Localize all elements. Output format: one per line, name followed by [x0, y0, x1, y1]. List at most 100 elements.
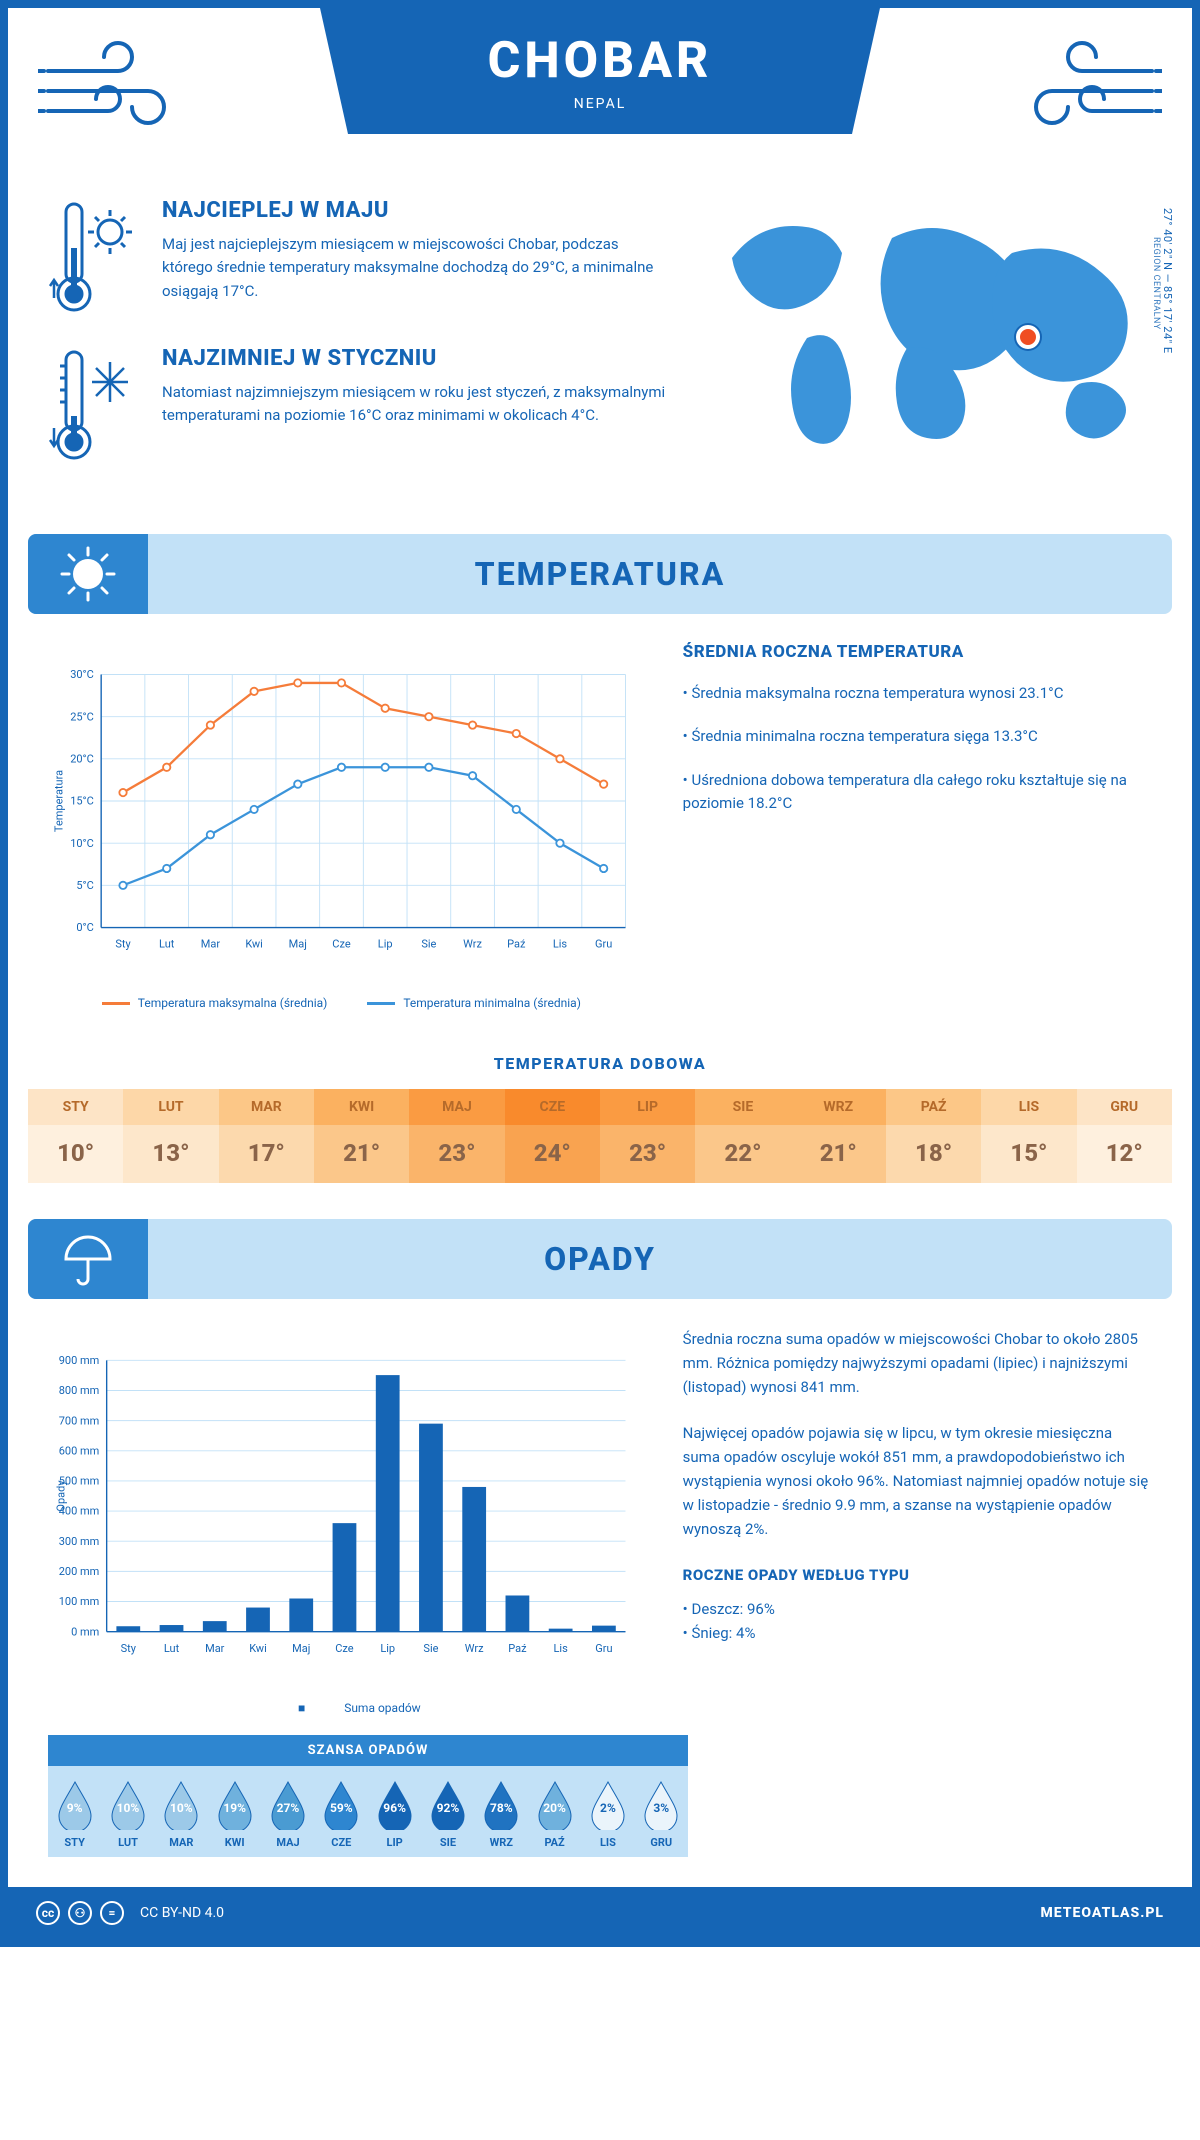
svg-text:700 mm: 700 mm [59, 1414, 100, 1427]
daily-cell: LIS 15° [981, 1089, 1076, 1183]
precip-summary-1: Średnia roczna suma opadów w miejscowośc… [683, 1327, 1152, 1399]
wind-icon [38, 36, 188, 146]
daily-cell: CZE 24° [505, 1089, 600, 1183]
section-temperature-header: TEMPERATURA [28, 534, 1172, 614]
svg-text:Opady: Opady [55, 1480, 68, 1512]
temperature-chart: 0°C5°C10°C15°C20°C25°C30°CStyLutMarKwiMa… [48, 642, 635, 1010]
svg-text:Lis: Lis [553, 938, 568, 951]
svg-text:30°C: 30°C [70, 668, 94, 681]
svg-text:Paź: Paź [507, 938, 526, 951]
svg-text:Cze: Cze [335, 1642, 354, 1655]
umbrella-icon [58, 1229, 118, 1289]
svg-text:Wrz: Wrz [463, 938, 482, 951]
raindrop-icon: 10% [161, 1780, 201, 1830]
thermometer-hot-icon [48, 198, 138, 318]
footer: cc ⚇ = CC BY-ND 4.0 METEOATLAS.PL [8, 1887, 1192, 1939]
fact-warmest-text: Maj jest najcieplejszym miesiącem w miej… [162, 233, 672, 303]
svg-text:0°C: 0°C [76, 921, 93, 934]
daily-cell: LIP 23° [600, 1089, 695, 1183]
svg-text:Lut: Lut [159, 938, 175, 951]
rain-chance-cell: 78% WRZ [475, 1780, 528, 1849]
rain-chance-cell: 96% LIP [368, 1780, 421, 1849]
chart-legend: ■ Suma opadów [48, 1701, 635, 1715]
brand: METEOATLAS.PL [1041, 1905, 1164, 1921]
rain-chance-cell: 59% CZE [315, 1780, 368, 1849]
svg-text:Kwi: Kwi [245, 938, 263, 951]
country-name: NEPAL [320, 96, 880, 112]
rain-chance-cell: 27% MAJ [261, 1780, 314, 1849]
fact-warmest-title: NAJCIEPLEJ W MAJU [162, 198, 672, 223]
daily-cell: MAR 17° [219, 1089, 314, 1183]
fact-warmest: NAJCIEPLEJ W MAJU Maj jest najcieplejszy… [48, 198, 672, 318]
list-item: Śnieg: 4% [683, 1621, 1152, 1645]
svg-text:Sie: Sie [421, 938, 436, 951]
svg-text:Kwi: Kwi [249, 1642, 267, 1655]
list-item: Średnia maksymalna roczna temperatura wy… [683, 682, 1152, 705]
svg-text:15°C: 15°C [70, 795, 94, 808]
world-map: 27° 40' 2" N — 85° 17' 24" E REGION CENT… [712, 198, 1152, 494]
fact-coldest: NAJZIMNIEJ W STYCZNIU Natomiast najzimni… [48, 346, 672, 466]
svg-text:Sty: Sty [115, 938, 131, 951]
cc-icon: cc [36, 1901, 60, 1925]
fact-coldest-text: Natomiast najzimniejszym miesiącem w rok… [162, 381, 672, 428]
svg-text:Maj: Maj [289, 938, 307, 951]
svg-text:Mar: Mar [205, 1642, 225, 1655]
title-banner: CHOBAR NEPAL [320, 8, 880, 134]
daily-cell: KWI 21° [314, 1089, 409, 1183]
fact-coldest-title: NAJZIMNIEJ W STYCZNIU [162, 346, 672, 371]
precip-type-list: Deszcz: 96%Śnieg: 4% [683, 1597, 1152, 1645]
svg-text:800 mm: 800 mm [59, 1384, 100, 1397]
raindrop-icon: 9% [55, 1780, 95, 1830]
svg-text:Temperatura: Temperatura [53, 770, 66, 832]
rain-chance-cell: 3% GRU [635, 1780, 688, 1849]
rain-chance-cell: 2% LIS [581, 1780, 634, 1849]
svg-text:Lip: Lip [380, 1642, 395, 1655]
rain-chance-cell: 20% PAŹ [528, 1780, 581, 1849]
precip-chart: 0 mm100 mm200 mm300 mm400 mm500 mm600 mm… [48, 1327, 635, 1715]
svg-text:300 mm: 300 mm [59, 1535, 100, 1548]
wind-icon [1012, 36, 1162, 146]
svg-text:100 mm: 100 mm [59, 1595, 100, 1608]
thermometer-cold-icon [48, 346, 138, 466]
by-icon: ⚇ [68, 1901, 92, 1925]
svg-text:25°C: 25°C [70, 710, 94, 723]
section-precip-header: OPADY [28, 1219, 1172, 1299]
daily-cell: PAŹ 18° [886, 1089, 981, 1183]
header: CHOBAR NEPAL [8, 8, 1192, 198]
avg-temp-title: ŚREDNIA ROCZNA TEMPERATURA [683, 642, 1152, 662]
svg-text:Mar: Mar [201, 938, 221, 951]
rain-chance-cell: 9% STY [48, 1780, 101, 1849]
raindrop-icon: 20% [535, 1780, 575, 1830]
location-pin-icon [1016, 325, 1040, 349]
rain-chance-cell: 10% LUT [101, 1780, 154, 1849]
rain-chance-cell: 92% SIE [421, 1780, 474, 1849]
svg-text:Maj: Maj [292, 1642, 310, 1655]
svg-text:Lut: Lut [164, 1642, 180, 1655]
daily-cell: STY 10° [28, 1089, 123, 1183]
chart-legend: Temperatura maksymalna (średnia) Tempera… [48, 996, 635, 1010]
cc-license: cc ⚇ = CC BY-ND 4.0 [36, 1901, 224, 1925]
daily-cell: LUT 13° [123, 1089, 218, 1183]
svg-text:Sie: Sie [423, 1642, 438, 1655]
svg-text:Gru: Gru [595, 1642, 612, 1655]
daily-cell: SIE 22° [695, 1089, 790, 1183]
svg-text:200 mm: 200 mm [59, 1565, 100, 1578]
list-item: Deszcz: 96% [683, 1597, 1152, 1621]
svg-text:Lis: Lis [554, 1642, 569, 1655]
daily-cell: GRU 12° [1077, 1089, 1172, 1183]
svg-text:0 mm: 0 mm [71, 1625, 99, 1638]
rain-chance-cell: 10% MAR [155, 1780, 208, 1849]
nd-icon: = [100, 1901, 124, 1925]
svg-text:Cze: Cze [332, 938, 351, 951]
daily-cell: WRZ 21° [791, 1089, 886, 1183]
svg-text:20°C: 20°C [70, 752, 94, 765]
sun-icon [58, 544, 118, 604]
svg-text:Sty: Sty [121, 1642, 137, 1655]
raindrop-icon: 59% [321, 1780, 361, 1830]
precip-summary-2: Najwięcej opadów pojawia się w lipcu, w … [683, 1421, 1152, 1541]
raindrop-icon: 96% [375, 1780, 415, 1830]
svg-text:5°C: 5°C [76, 879, 93, 892]
raindrop-icon: 92% [428, 1780, 468, 1830]
raindrop-icon: 10% [108, 1780, 148, 1830]
daily-temp-table: STY 10° LUT 13° MAR 17° KWI 21° MAJ 23° … [28, 1089, 1172, 1183]
